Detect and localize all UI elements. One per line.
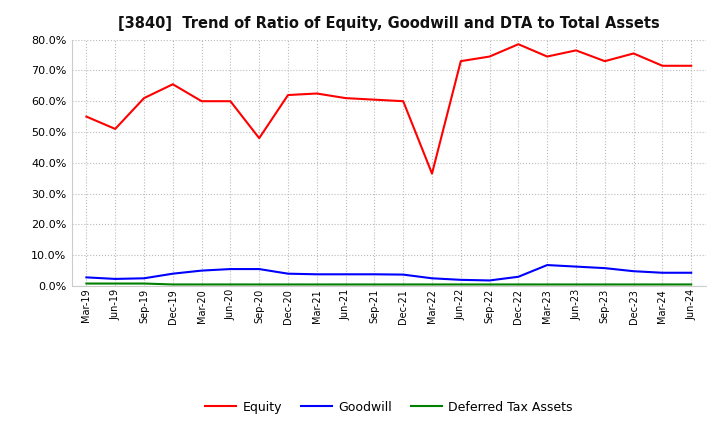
Equity xyxy=(658,63,667,68)
Goodwill xyxy=(111,276,120,282)
Equity xyxy=(572,48,580,53)
Line: Equity: Equity xyxy=(86,44,691,173)
Deferred Tax Assets xyxy=(543,282,552,287)
Goodwill xyxy=(543,262,552,268)
Equity xyxy=(140,95,148,101)
Deferred Tax Assets xyxy=(111,281,120,286)
Equity xyxy=(600,59,609,64)
Title: [3840]  Trend of Ratio of Equity, Goodwill and DTA to Total Assets: [3840] Trend of Ratio of Equity, Goodwil… xyxy=(118,16,660,32)
Deferred Tax Assets xyxy=(341,282,350,287)
Deferred Tax Assets xyxy=(168,282,177,287)
Equity xyxy=(168,81,177,87)
Goodwill xyxy=(226,267,235,272)
Equity xyxy=(111,126,120,132)
Equity xyxy=(82,114,91,119)
Deferred Tax Assets xyxy=(226,282,235,287)
Deferred Tax Assets xyxy=(456,282,465,287)
Deferred Tax Assets xyxy=(140,281,148,286)
Goodwill xyxy=(658,270,667,275)
Goodwill xyxy=(428,275,436,281)
Equity xyxy=(255,136,264,141)
Goodwill xyxy=(168,271,177,276)
Goodwill xyxy=(255,267,264,272)
Goodwill xyxy=(399,272,408,277)
Goodwill xyxy=(456,277,465,282)
Deferred Tax Assets xyxy=(600,282,609,287)
Deferred Tax Assets xyxy=(687,282,696,287)
Deferred Tax Assets xyxy=(197,282,206,287)
Equity xyxy=(485,54,494,59)
Equity xyxy=(543,54,552,59)
Goodwill xyxy=(140,275,148,281)
Goodwill xyxy=(600,265,609,271)
Equity xyxy=(312,91,321,96)
Deferred Tax Assets xyxy=(82,281,91,286)
Equity xyxy=(370,97,379,102)
Deferred Tax Assets xyxy=(428,282,436,287)
Equity xyxy=(428,171,436,176)
Line: Deferred Tax Assets: Deferred Tax Assets xyxy=(86,283,691,285)
Equity xyxy=(197,99,206,104)
Deferred Tax Assets xyxy=(399,282,408,287)
Goodwill xyxy=(687,270,696,275)
Equity xyxy=(514,41,523,47)
Deferred Tax Assets xyxy=(485,282,494,287)
Equity xyxy=(226,99,235,104)
Deferred Tax Assets xyxy=(284,282,292,287)
Goodwill xyxy=(514,274,523,279)
Deferred Tax Assets xyxy=(658,282,667,287)
Goodwill xyxy=(572,264,580,269)
Goodwill xyxy=(312,271,321,277)
Goodwill xyxy=(82,275,91,280)
Equity xyxy=(284,92,292,98)
Line: Goodwill: Goodwill xyxy=(86,265,691,280)
Equity xyxy=(341,95,350,101)
Goodwill xyxy=(197,268,206,273)
Goodwill xyxy=(370,271,379,277)
Deferred Tax Assets xyxy=(572,282,580,287)
Deferred Tax Assets xyxy=(370,282,379,287)
Deferred Tax Assets xyxy=(255,282,264,287)
Goodwill xyxy=(485,278,494,283)
Legend: Equity, Goodwill, Deferred Tax Assets: Equity, Goodwill, Deferred Tax Assets xyxy=(200,396,577,419)
Goodwill xyxy=(629,268,638,274)
Equity xyxy=(399,99,408,104)
Deferred Tax Assets xyxy=(629,282,638,287)
Equity xyxy=(456,59,465,64)
Equity xyxy=(629,51,638,56)
Goodwill xyxy=(341,271,350,277)
Equity xyxy=(687,63,696,68)
Deferred Tax Assets xyxy=(312,282,321,287)
Goodwill xyxy=(284,271,292,276)
Deferred Tax Assets xyxy=(514,282,523,287)
